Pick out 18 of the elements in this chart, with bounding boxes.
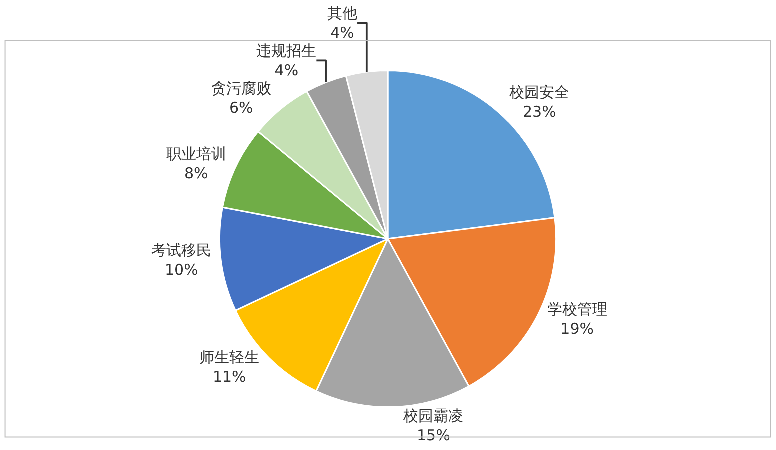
data-label: 4% bbox=[330, 24, 354, 42]
slice-label: 师生轻生 bbox=[200, 348, 260, 367]
slice-label: 其他 bbox=[328, 4, 358, 22]
data-label: 4% bbox=[274, 61, 299, 80]
slice-label: 贪污腐败 bbox=[211, 79, 272, 98]
data-label: 23% bbox=[523, 102, 556, 121]
slice-label: 违规招生 bbox=[256, 42, 317, 60]
slice-label: 考试移民 bbox=[152, 242, 212, 260]
data-label: 8% bbox=[184, 164, 208, 183]
slice-label: 校园霸凌 bbox=[402, 407, 464, 426]
data-label: 19% bbox=[560, 320, 594, 338]
data-label: 10% bbox=[164, 261, 198, 280]
data-label: 15% bbox=[416, 426, 450, 445]
data-label: 11% bbox=[212, 368, 246, 386]
data-label: 6% bbox=[229, 98, 254, 117]
slice-label: 职业培训 bbox=[166, 145, 226, 164]
slice-label: 学校管理 bbox=[547, 300, 608, 319]
slice-label: 校园安全 bbox=[508, 83, 570, 102]
